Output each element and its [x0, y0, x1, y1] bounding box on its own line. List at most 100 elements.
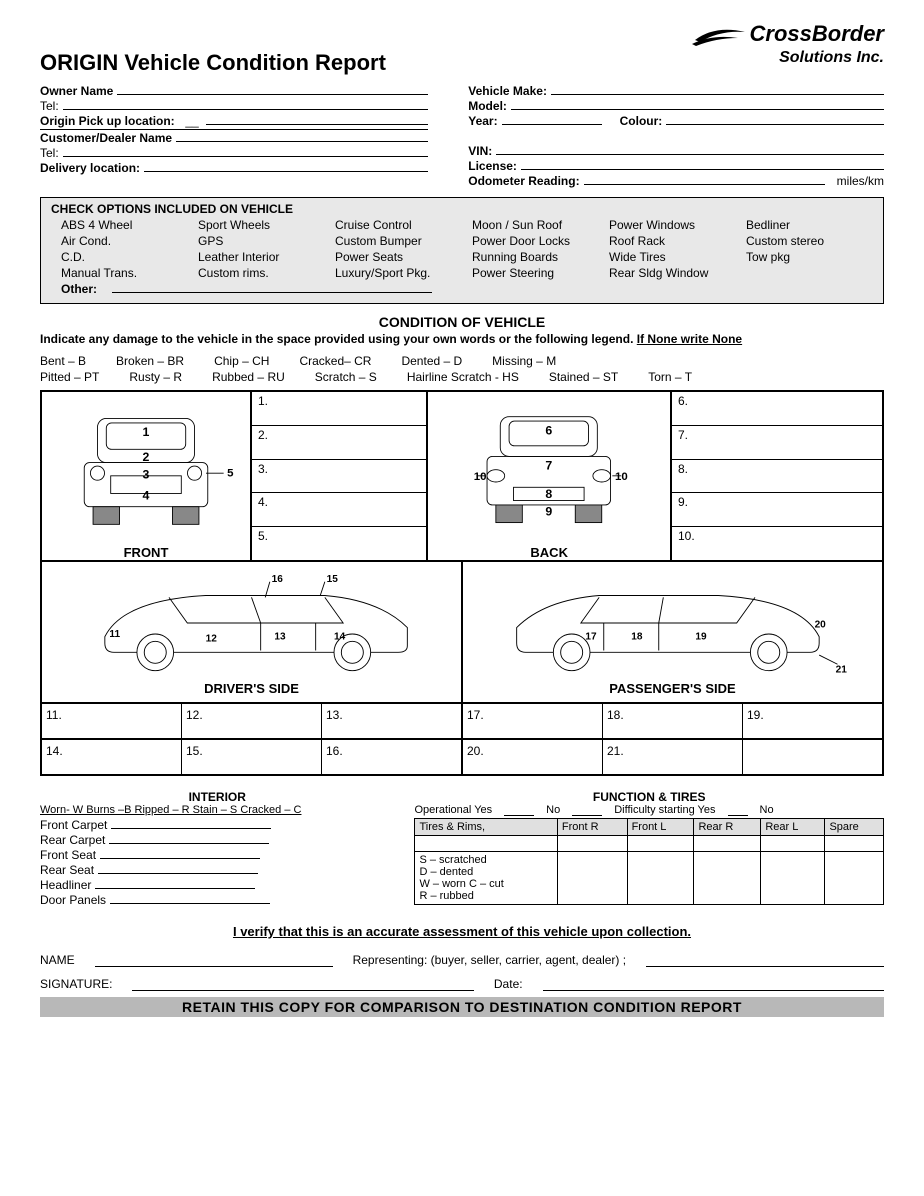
tire-front-r-input[interactable]	[557, 852, 627, 905]
customer-tel-input[interactable]	[63, 156, 429, 157]
car-front-icon: 1 2 3 4 5	[42, 392, 250, 542]
damage-field-12[interactable]: 12.	[182, 704, 322, 738]
option-item[interactable]: Running Boards	[472, 250, 599, 264]
tire-spare-input[interactable]	[825, 852, 884, 905]
option-item[interactable]: Rear Sldg Window	[609, 266, 736, 280]
damage-field-18[interactable]: 18.	[603, 704, 743, 738]
damage-field-8[interactable]: 8.	[672, 460, 882, 494]
option-item[interactable]: C.D.	[61, 250, 188, 264]
option-item[interactable]: Power Windows	[609, 218, 736, 232]
option-item[interactable]: Wide Tires	[609, 250, 736, 264]
year-label: Year:	[468, 114, 497, 128]
damage-field-9[interactable]: 9.	[672, 493, 882, 527]
difficulty-yes-input[interactable]	[728, 804, 748, 816]
side-row-1: 11. 12. 13. 17. 18. 19.	[42, 704, 882, 740]
option-item[interactable]: Bedliner	[746, 218, 873, 232]
front-carpet-input[interactable]	[111, 828, 271, 829]
svg-text:10: 10	[615, 471, 628, 483]
option-item[interactable]: Custom rims.	[198, 266, 325, 280]
damage-field-5[interactable]: 5.	[252, 527, 426, 560]
door-panels-input[interactable]	[110, 903, 270, 904]
signature-row-1: NAME Representing: (buyer, seller, carri…	[40, 953, 884, 967]
option-item[interactable]: Sport Wheels	[198, 218, 325, 232]
damage-field-14[interactable]: 14.	[42, 740, 182, 774]
damage-field-11[interactable]: 11.	[42, 704, 182, 738]
back-label: BACK	[428, 545, 670, 560]
vin-input[interactable]	[496, 154, 884, 155]
odometer-input[interactable]	[584, 184, 826, 185]
logo-swoosh-icon	[690, 20, 750, 50]
damage-field-blank[interactable]	[743, 740, 882, 774]
svg-text:12: 12	[206, 633, 218, 644]
tire-rear-l-input[interactable]	[761, 852, 825, 905]
front-label: FRONT	[42, 545, 250, 560]
delivery-input[interactable]	[144, 171, 428, 172]
difficulty-label: Difficulty starting Yes	[614, 804, 715, 816]
sig-signature-input[interactable]	[132, 977, 473, 991]
option-item[interactable]: Moon / Sun Roof	[472, 218, 599, 232]
owner-name-input[interactable]	[117, 94, 428, 95]
origin-input[interactable]	[206, 124, 428, 125]
option-item[interactable]: Cruise Control	[335, 218, 462, 232]
owner-tel-input[interactable]	[63, 109, 429, 110]
option-item[interactable]: Luxury/Sport Pkg.	[335, 266, 462, 280]
damage-field-16[interactable]: 16.	[322, 740, 463, 774]
damage-field-1[interactable]: 1.	[252, 392, 426, 426]
license-input[interactable]	[521, 169, 884, 170]
headliner-input[interactable]	[95, 888, 255, 889]
damage-field-13[interactable]: 13.	[322, 704, 463, 738]
sig-rep-input[interactable]	[646, 953, 884, 967]
origin-input-2[interactable]	[40, 129, 428, 130]
model-input[interactable]	[511, 109, 884, 110]
odometer-units: miles/km	[837, 174, 884, 188]
damage-field-3[interactable]: 3.	[252, 460, 426, 494]
customer-input[interactable]	[176, 141, 428, 142]
option-item[interactable]: Leather Interior	[198, 250, 325, 264]
rear-carpet-input[interactable]	[109, 843, 269, 844]
tire-front-l-input[interactable]	[627, 852, 694, 905]
tires-row-blank[interactable]	[415, 836, 557, 852]
damage-field-7[interactable]: 7.	[672, 426, 882, 460]
sig-name-input[interactable]	[95, 953, 333, 967]
option-item[interactable]: Tow pkg	[746, 250, 873, 264]
sig-date-input[interactable]	[543, 977, 884, 991]
damage-field-19[interactable]: 19.	[743, 704, 882, 738]
option-item[interactable]: Air Cond.	[61, 234, 188, 248]
option-item[interactable]: ABS 4 Wheel	[61, 218, 188, 232]
damage-field-15[interactable]: 15.	[182, 740, 322, 774]
make-input[interactable]	[551, 94, 884, 95]
damage-field-4[interactable]: 4.	[252, 493, 426, 527]
damage-field-6[interactable]: 6.	[672, 392, 882, 426]
option-item[interactable]: Power Steering	[472, 266, 599, 280]
license-label: License:	[468, 159, 517, 173]
damage-field-10[interactable]: 10.	[672, 527, 882, 560]
option-item[interactable]: Custom stereo	[746, 234, 873, 248]
option-item[interactable]: Manual Trans.	[61, 266, 188, 280]
operational-yes-input[interactable]	[504, 804, 534, 816]
front-seat-input[interactable]	[100, 858, 260, 859]
tire-rear-r-input[interactable]	[694, 852, 761, 905]
damage-field-21[interactable]: 21.	[603, 740, 743, 774]
option-item[interactable]: Custom Bumper	[335, 234, 462, 248]
year-input[interactable]	[502, 124, 602, 125]
rear-seat-label: Rear Seat	[40, 863, 94, 877]
svg-text:16: 16	[272, 574, 284, 585]
diagram-box: 1 2 3 4 5 FRONT 1. 2. 3. 4. 5.	[40, 390, 884, 776]
rear-seat-input[interactable]	[98, 873, 258, 874]
operational-no-input[interactable]	[572, 804, 602, 816]
verify-statement: I verify that this is an accurate assess…	[40, 924, 884, 939]
owner-name-label: Owner Name	[40, 84, 113, 98]
damage-field-20[interactable]: 20.	[463, 740, 603, 774]
sig-name-label: NAME	[40, 953, 75, 967]
legend-item: Torn – T	[648, 370, 692, 384]
option-item[interactable]: Power Seats	[335, 250, 462, 264]
damage-field-2[interactable]: 2.	[252, 426, 426, 460]
damage-field-17[interactable]: 17.	[463, 704, 603, 738]
option-item[interactable]	[746, 266, 873, 280]
option-item[interactable]: Power Door Locks	[472, 234, 599, 248]
car-back-icon: 6 7 8 9 10 10	[428, 392, 670, 542]
options-other-input[interactable]	[112, 292, 432, 293]
colour-input[interactable]	[666, 124, 884, 125]
option-item[interactable]: GPS	[198, 234, 325, 248]
option-item[interactable]: Roof Rack	[609, 234, 736, 248]
